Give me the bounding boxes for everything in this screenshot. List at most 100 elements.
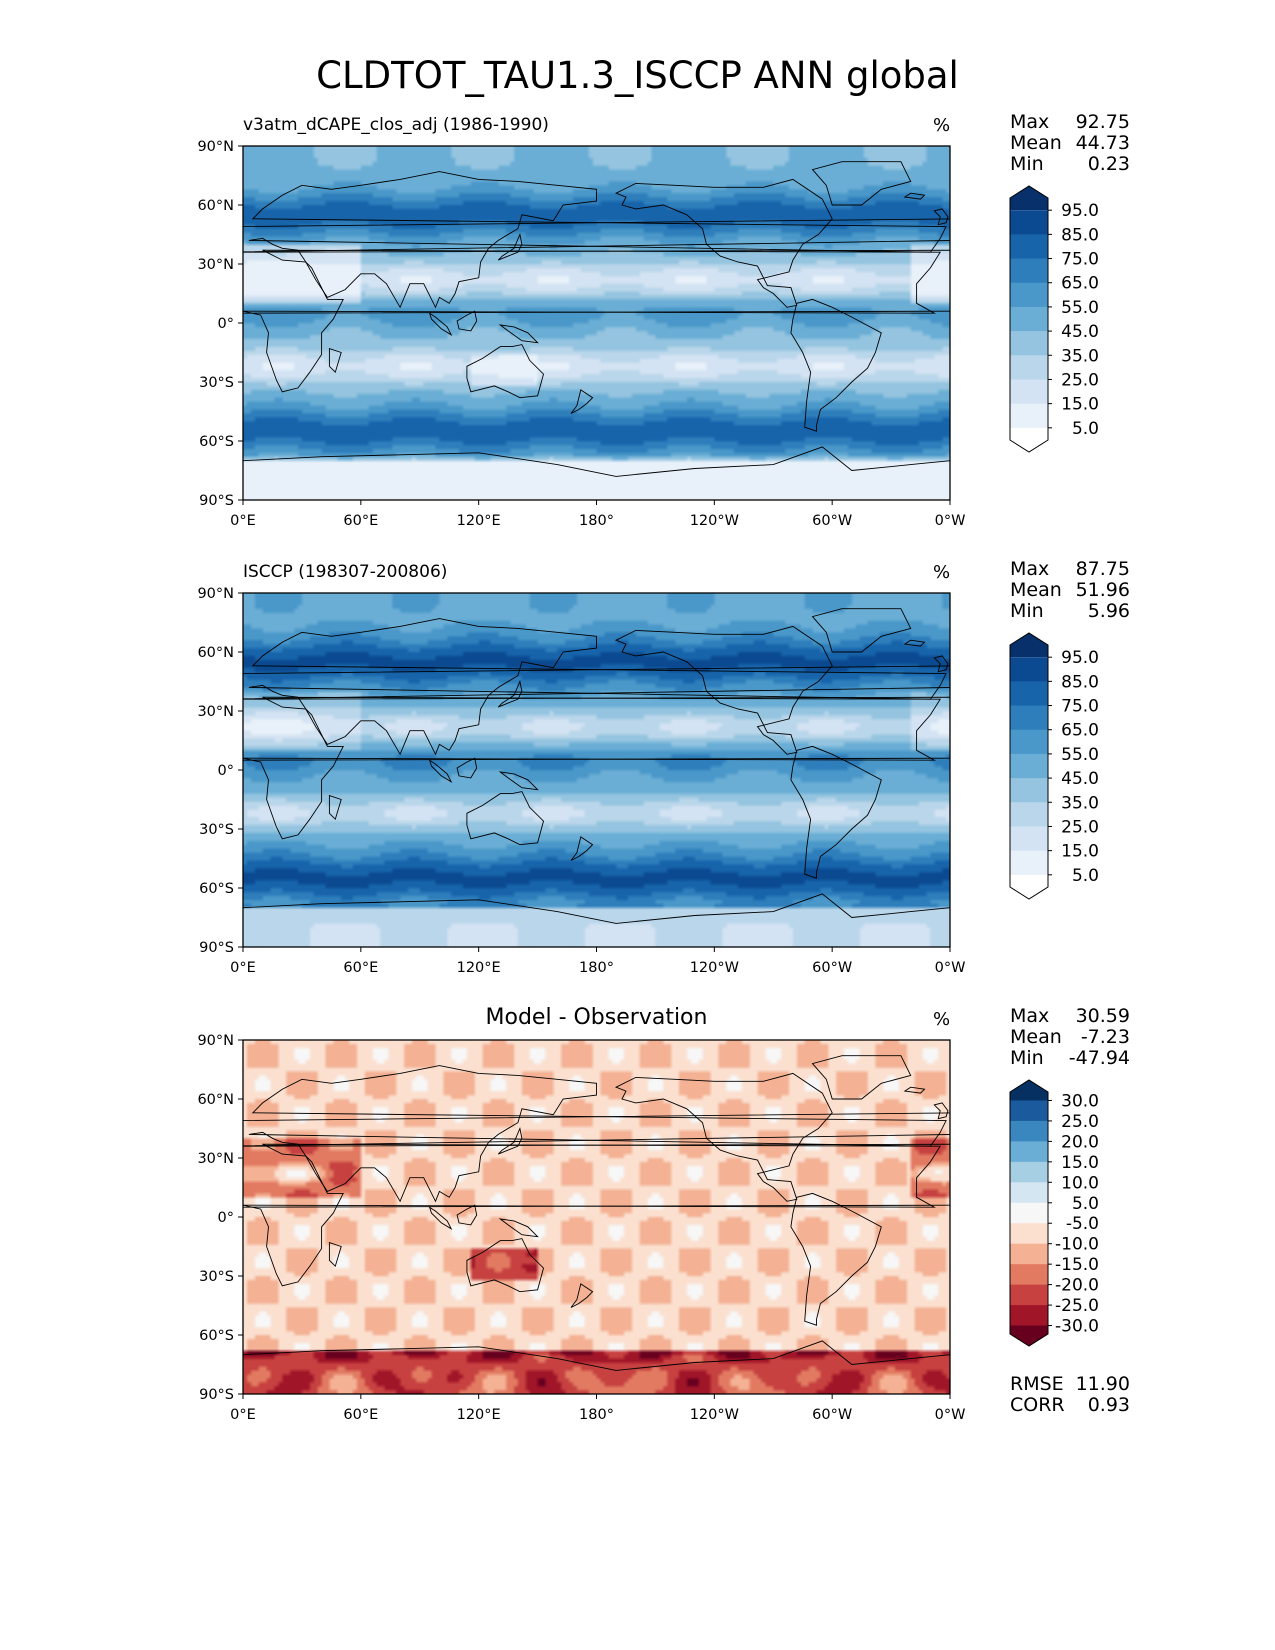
colorbar-outline bbox=[1009, 185, 1049, 453]
colorbar-swatch bbox=[1010, 1284, 1048, 1306]
colorbar-label: 55.0 bbox=[1061, 745, 1099, 765]
coastline-sumatra bbox=[428, 1206, 453, 1230]
coastline-new-guinea bbox=[498, 771, 539, 791]
stat-value-mean: -7.23 bbox=[1080, 1026, 1130, 1048]
stat-value-mean: 51.96 bbox=[1075, 579, 1130, 601]
stat-label-min: Min bbox=[1010, 600, 1044, 622]
coastline-japan bbox=[497, 1126, 523, 1155]
stat-label-rmse: RMSE bbox=[1010, 1373, 1064, 1395]
colorbar-label: -25.0 bbox=[1055, 1296, 1099, 1316]
lat-tick-label: 90°N bbox=[197, 139, 234, 155]
coastline-eurasia bbox=[248, 171, 947, 309]
map-panel-difference bbox=[238, 1039, 951, 1399]
colorbar-outline bbox=[1009, 632, 1049, 900]
lon-tick-label: 120°W bbox=[690, 513, 739, 529]
colorbar-label: 15.0 bbox=[1061, 842, 1099, 862]
lon-tick-label: 120°E bbox=[457, 960, 501, 976]
colorbar-extend-top bbox=[1010, 186, 1048, 211]
lat-tick-label: 30°N bbox=[197, 1151, 234, 1167]
lon-tick-label: 0°E bbox=[230, 960, 256, 976]
lat-tick-label: 90°N bbox=[197, 586, 234, 602]
lat-tick-label: 30°S bbox=[199, 822, 234, 838]
coastline-south-america bbox=[790, 1192, 882, 1326]
coastline-iceland bbox=[903, 192, 926, 200]
colorbar-label: 25.0 bbox=[1061, 370, 1099, 390]
colorbar-label: 65.0 bbox=[1061, 274, 1099, 294]
colorbar-swatch bbox=[1010, 258, 1048, 284]
colorbar-swatch bbox=[1010, 1182, 1048, 1204]
colorbar-label: 30.0 bbox=[1061, 1091, 1099, 1111]
coastline-africa bbox=[243, 249, 942, 393]
colorbar-label: 45.0 bbox=[1061, 322, 1099, 342]
colorbar-outline bbox=[1009, 1079, 1049, 1347]
lon-tick-label: 60°E bbox=[343, 513, 378, 529]
lon-tick-label: 180° bbox=[579, 513, 614, 529]
lon-tick-label: 60°W bbox=[812, 1407, 852, 1423]
colorbar-label: -30.0 bbox=[1055, 1317, 1099, 1337]
colorbar-label: 15.0 bbox=[1061, 1153, 1099, 1173]
colorbar-swatch bbox=[1010, 1120, 1048, 1142]
coastline-madagascar bbox=[328, 794, 342, 821]
colorbar-label: 5.0 bbox=[1072, 1194, 1099, 1214]
coastline-new-guinea bbox=[498, 324, 539, 344]
coastline-new-zealand bbox=[570, 389, 594, 414]
stat-label-min: Min bbox=[1010, 1047, 1044, 1069]
lat-tick-label: 30°S bbox=[199, 1269, 234, 1285]
colorbar-label: 55.0 bbox=[1061, 298, 1099, 318]
coastline-madagascar bbox=[328, 1241, 342, 1268]
colorbar-label: 5.0 bbox=[1072, 419, 1099, 439]
lon-tick-label: 60°E bbox=[343, 1407, 378, 1423]
colorbar-swatch bbox=[1010, 210, 1048, 235]
colorbar-label: -15.0 bbox=[1055, 1255, 1099, 1275]
colorbar-label: -20.0 bbox=[1055, 1276, 1099, 1296]
colorbar-swatch bbox=[1010, 826, 1048, 852]
colorbar-extend-top bbox=[1010, 633, 1048, 658]
coastline-new-guinea bbox=[498, 1218, 539, 1238]
colorbar-label: 20.0 bbox=[1061, 1132, 1099, 1152]
coastline-eurasia bbox=[248, 618, 947, 756]
map-panel-reference bbox=[238, 592, 951, 952]
stat-label-mean: Mean bbox=[1010, 132, 1062, 154]
lat-tick-label: 60°S bbox=[199, 881, 234, 897]
stat-value-corr: 0.93 bbox=[1087, 1394, 1130, 1416]
coastline-japan bbox=[497, 232, 523, 261]
colorbar-swatch bbox=[1010, 1141, 1048, 1163]
lat-tick-label: 60°S bbox=[199, 434, 234, 450]
colorbar-swatch bbox=[1010, 379, 1048, 405]
stat-label-corr: CORR bbox=[1010, 1394, 1065, 1416]
colorbar-label: -5.0 bbox=[1066, 1214, 1099, 1234]
lat-tick-label: 60°S bbox=[199, 1328, 234, 1344]
colorbar-label: 75.0 bbox=[1061, 250, 1099, 270]
colorbar-difference bbox=[1009, 1079, 1052, 1347]
lon-tick-label: 60°E bbox=[343, 960, 378, 976]
colorbar-extend-bottom bbox=[1010, 427, 1048, 452]
panel-title-difference: Model - Observation bbox=[485, 1005, 708, 1030]
colorbar-label: 25.0 bbox=[1061, 817, 1099, 837]
colorbar-swatch bbox=[1010, 802, 1048, 827]
coastline-north-america bbox=[614, 625, 833, 755]
colorbar-label: 75.0 bbox=[1061, 697, 1099, 717]
colorbar-label: 35.0 bbox=[1061, 793, 1099, 813]
colorbar-swatch bbox=[1010, 1264, 1048, 1286]
colorbar-swatch bbox=[1010, 1305, 1048, 1327]
coastline-australia bbox=[466, 1238, 545, 1293]
colorbar-extend-bottom bbox=[1010, 1325, 1048, 1346]
colorbar-swatch bbox=[1010, 778, 1048, 803]
colorbar-swatch bbox=[1010, 306, 1048, 332]
lon-tick-label: 120°E bbox=[457, 513, 501, 529]
lat-tick-label: 0° bbox=[218, 763, 234, 779]
lat-tick-label: 90°S bbox=[199, 493, 234, 509]
colorbar-swatch bbox=[1010, 1100, 1048, 1122]
lon-tick-label: 0°E bbox=[230, 513, 256, 529]
colorbar-swatch bbox=[1010, 753, 1048, 779]
stat-value-min: 0.23 bbox=[1087, 153, 1130, 175]
lat-tick-label: 90°S bbox=[199, 940, 234, 956]
lat-tick-label: 0° bbox=[218, 1210, 234, 1226]
units-label: % bbox=[933, 1009, 951, 1030]
lat-tick-label: 90°S bbox=[199, 1387, 234, 1403]
coastline-borneo bbox=[456, 1204, 478, 1226]
coastline-britain bbox=[933, 1102, 949, 1120]
lat-tick-label: 30°N bbox=[197, 257, 234, 273]
coastline-africa bbox=[243, 696, 942, 840]
